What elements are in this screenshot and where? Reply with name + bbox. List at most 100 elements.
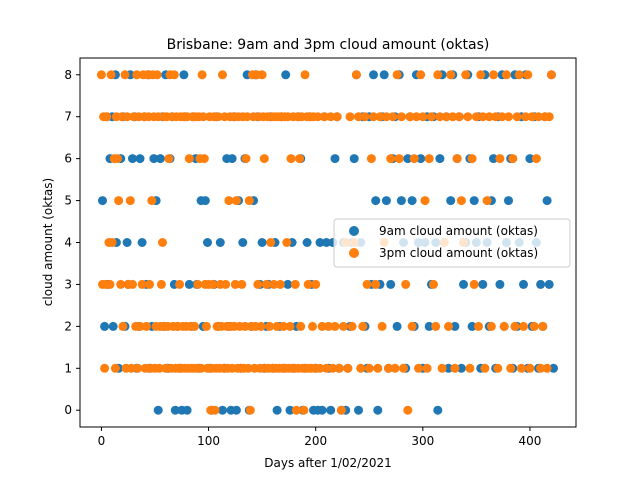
data-point [349, 154, 359, 164]
data-point [328, 363, 338, 373]
data-point [366, 154, 376, 164]
data-point [546, 70, 556, 80]
legend-label-9am: 9am cloud amount (oktas) [379, 224, 538, 238]
data-point [467, 154, 477, 164]
chart-title: Brisbane: 9am and 3pm cloud amount (okta… [167, 37, 490, 53]
data-point [512, 112, 522, 122]
data-point [491, 112, 501, 122]
data-point [303, 279, 313, 289]
data-point [371, 279, 381, 289]
data-point [137, 238, 147, 247]
data-point [224, 196, 234, 206]
data-point [446, 196, 456, 206]
data-point [272, 321, 282, 331]
points-layer [96, 70, 558, 415]
data-point [210, 405, 220, 415]
data-point [519, 279, 528, 289]
data-point [315, 363, 325, 373]
data-point [504, 112, 513, 122]
data-point [116, 279, 126, 289]
y-tick-label: 6 [64, 152, 72, 166]
data-point [285, 321, 295, 331]
data-point [256, 321, 266, 331]
data-point [465, 363, 475, 373]
data-point [208, 279, 218, 289]
data-point [261, 279, 271, 289]
data-point [431, 321, 441, 331]
data-point [527, 112, 537, 122]
data-point [497, 112, 507, 122]
data-point [218, 405, 227, 415]
data-point [241, 154, 251, 164]
data-point [283, 279, 293, 289]
data-point [467, 321, 477, 331]
data-point [369, 112, 378, 122]
x-tick-label: 0 [98, 434, 106, 448]
data-point [313, 112, 323, 122]
data-point [302, 238, 312, 247]
data-point [435, 154, 445, 164]
data-point [386, 154, 396, 164]
data-point [197, 70, 207, 80]
data-point [484, 112, 494, 122]
data-point [152, 70, 162, 80]
data-point [407, 321, 417, 331]
data-point [381, 112, 391, 122]
data-point [521, 112, 531, 122]
data-point [135, 321, 145, 331]
y-tick-label: 4 [64, 236, 72, 250]
data-point [377, 321, 387, 331]
data-point [454, 112, 464, 122]
data-point [504, 196, 513, 206]
data-point [281, 70, 291, 80]
data-point [373, 405, 383, 415]
data-point [486, 321, 496, 331]
data-point [317, 405, 327, 415]
data-point [450, 321, 460, 331]
x-axis-label: Days after 1/02/2021 [264, 456, 392, 470]
data-point [257, 70, 267, 80]
data-point [525, 363, 535, 373]
data-point [429, 279, 438, 289]
data-point [184, 154, 194, 164]
data-point [182, 405, 192, 415]
data-point [392, 70, 402, 80]
data-point [266, 238, 276, 247]
data-point [437, 363, 447, 373]
data-point [469, 196, 479, 206]
data-point [416, 70, 426, 80]
data-point [390, 363, 400, 373]
data-point [169, 70, 179, 80]
data-point [523, 70, 533, 80]
data-point [193, 279, 203, 289]
data-point [100, 363, 110, 373]
data-point [463, 112, 473, 122]
data-point [544, 112, 554, 122]
data-point [510, 321, 520, 331]
data-point [113, 154, 122, 164]
data-point [448, 112, 458, 122]
data-point [480, 363, 490, 373]
data-point [141, 321, 151, 331]
data-point [96, 70, 106, 80]
data-point [474, 321, 483, 331]
data-point [441, 112, 451, 122]
data-point [542, 363, 552, 373]
data-point [405, 112, 415, 122]
data-point [128, 154, 137, 164]
data-point [332, 112, 342, 122]
data-point [201, 321, 211, 331]
y-axis: 0 1 2 3 4 5 6 7 8 [64, 68, 80, 417]
data-point [542, 196, 552, 206]
data-point [230, 279, 240, 289]
data-point [525, 154, 535, 164]
data-point [265, 321, 275, 331]
data-point [199, 154, 209, 164]
data-point [321, 238, 331, 247]
data-point [196, 363, 206, 373]
data-point [549, 363, 558, 373]
data-point [279, 321, 288, 331]
data-point [238, 238, 248, 247]
data-point [285, 405, 295, 415]
data-point [452, 154, 462, 164]
